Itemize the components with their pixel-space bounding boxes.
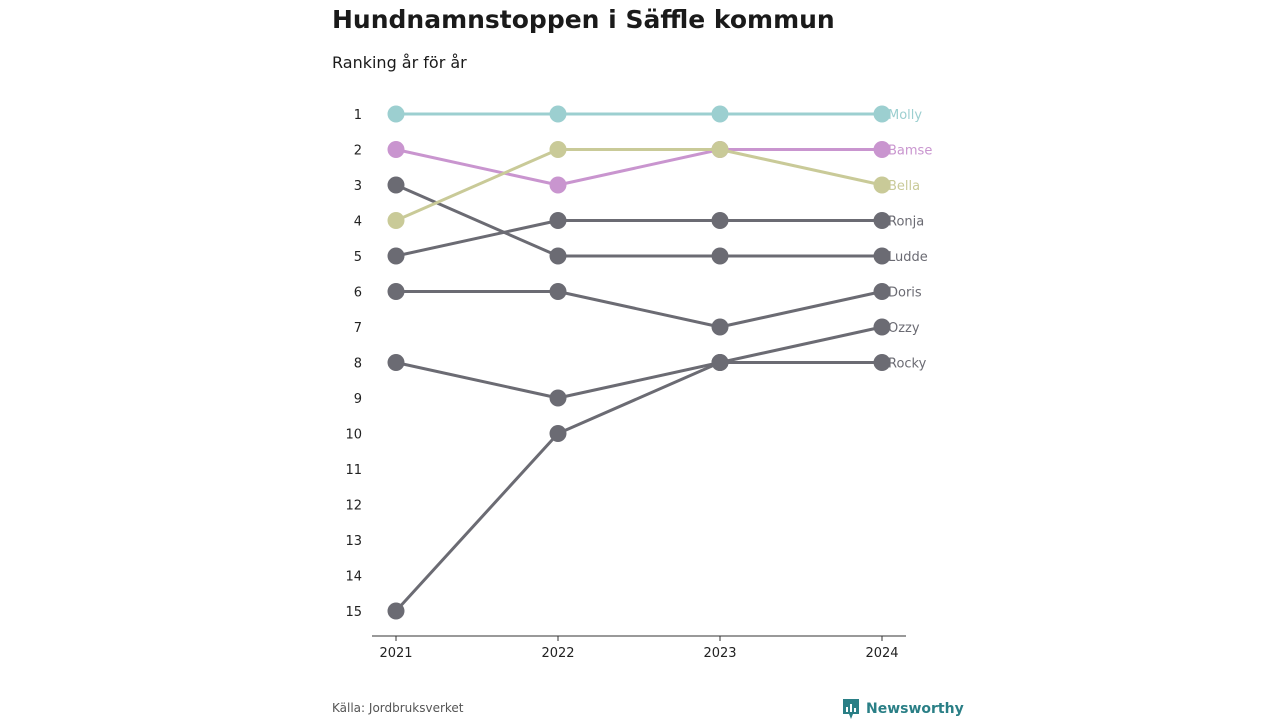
series-line-ronja bbox=[394, 219, 884, 258]
point-ronja-2024 bbox=[873, 212, 891, 229]
point-ozzy-2022 bbox=[549, 425, 567, 442]
y-tick-label-6: 6 bbox=[354, 286, 362, 301]
series-line-bella bbox=[394, 148, 884, 222]
newsworthy-logo-icon bbox=[843, 699, 859, 719]
point-molly-2024 bbox=[873, 105, 891, 123]
y-tick-label-4: 4 bbox=[354, 215, 362, 230]
point-bamse-2024 bbox=[873, 141, 891, 158]
point-rocky-2024 bbox=[873, 354, 891, 371]
series-line-ludde bbox=[394, 183, 884, 258]
chart-title: Hundnamnstoppen i Säffle kommun bbox=[332, 5, 835, 34]
point-ozzy-2021 bbox=[387, 602, 405, 620]
point-ronja-2021 bbox=[387, 247, 405, 265]
point-rocky-2022 bbox=[549, 389, 567, 407]
y-tick-label-14: 14 bbox=[345, 570, 362, 585]
point-ronja-2023 bbox=[711, 212, 729, 229]
series-points bbox=[387, 105, 891, 620]
series-line-rocky bbox=[394, 361, 884, 400]
point-bella-2022 bbox=[549, 141, 567, 158]
point-doris-2021 bbox=[387, 283, 405, 300]
y-tick-label-8: 8 bbox=[354, 357, 362, 372]
y-tick-label-9: 9 bbox=[354, 392, 362, 407]
source-note: Källa: Jordbruksverket bbox=[332, 701, 464, 715]
point-ludde-2024 bbox=[873, 247, 891, 265]
end-label-bella: Bella bbox=[888, 179, 920, 194]
end-label-doris: Doris bbox=[888, 286, 922, 301]
point-doris-2024 bbox=[873, 283, 891, 300]
end-label-molly: Molly bbox=[888, 108, 922, 123]
brand-name: Newsworthy bbox=[866, 701, 964, 717]
point-ronja-2022 bbox=[549, 212, 567, 229]
series-end-labels: Ronja Ludde Doris Ozzy Rocky Molly Bamse Bella bbox=[888, 108, 932, 372]
y-tick-label-10: 10 bbox=[345, 428, 362, 443]
point-bella-2024 bbox=[873, 176, 891, 194]
x-tick-label-2023: 2023 bbox=[703, 646, 736, 661]
x-tick-label-2024: 2024 bbox=[865, 646, 898, 661]
point-molly-2021 bbox=[387, 105, 405, 123]
x-tick-label-2021: 2021 bbox=[379, 646, 412, 661]
y-tick-label-7: 7 bbox=[354, 321, 362, 336]
point-doris-2023 bbox=[711, 318, 729, 336]
y-tick-label-13: 13 bbox=[345, 534, 362, 549]
y-tick-label-12: 12 bbox=[345, 499, 362, 514]
y-tick-label-11: 11 bbox=[345, 463, 362, 478]
y-tick-label-5: 5 bbox=[354, 250, 362, 265]
point-molly-2023 bbox=[711, 105, 729, 123]
y-tick-label-3: 3 bbox=[354, 179, 362, 194]
source-label: Källa: bbox=[332, 701, 366, 715]
point-bella-2021 bbox=[387, 212, 405, 229]
point-bamse-2022 bbox=[549, 176, 567, 194]
point-bamse-2021 bbox=[387, 141, 405, 158]
series-line-bamse bbox=[394, 148, 884, 187]
point-ludde-2021 bbox=[387, 176, 405, 194]
end-label-rocky: Rocky bbox=[888, 357, 927, 372]
x-axis: 2021 2022 2023 2024 bbox=[372, 635, 906, 661]
x-tick-label-2022: 2022 bbox=[541, 646, 574, 661]
y-tick-label-15: 15 bbox=[345, 605, 362, 620]
point-bella-2023 bbox=[711, 141, 729, 158]
series-line-ozzy bbox=[394, 325, 884, 613]
point-ludde-2022 bbox=[549, 247, 567, 265]
y-tick-label-2: 2 bbox=[354, 144, 362, 159]
end-label-ludde: Ludde bbox=[888, 250, 928, 265]
chart-subtitle: Ranking år för år bbox=[332, 53, 467, 72]
source-value: Jordbruksverket bbox=[368, 701, 464, 715]
series-lines bbox=[394, 112, 884, 613]
series-line-doris bbox=[394, 290, 884, 329]
end-label-ronja: Ronja bbox=[888, 215, 924, 230]
point-ozzy-2024 bbox=[873, 318, 891, 336]
brand-logo[interactable]: Newsworthy bbox=[842, 698, 964, 720]
end-label-ozzy: Ozzy bbox=[888, 321, 920, 336]
point-ludde-2023 bbox=[711, 247, 729, 265]
point-rocky-2023 bbox=[711, 354, 729, 371]
end-label-bamse: Bamse bbox=[888, 144, 932, 159]
point-doris-2022 bbox=[549, 283, 567, 300]
point-molly-2022 bbox=[549, 105, 567, 123]
y-tick-label-1: 1 bbox=[354, 108, 362, 123]
point-rocky-2021 bbox=[387, 354, 405, 371]
